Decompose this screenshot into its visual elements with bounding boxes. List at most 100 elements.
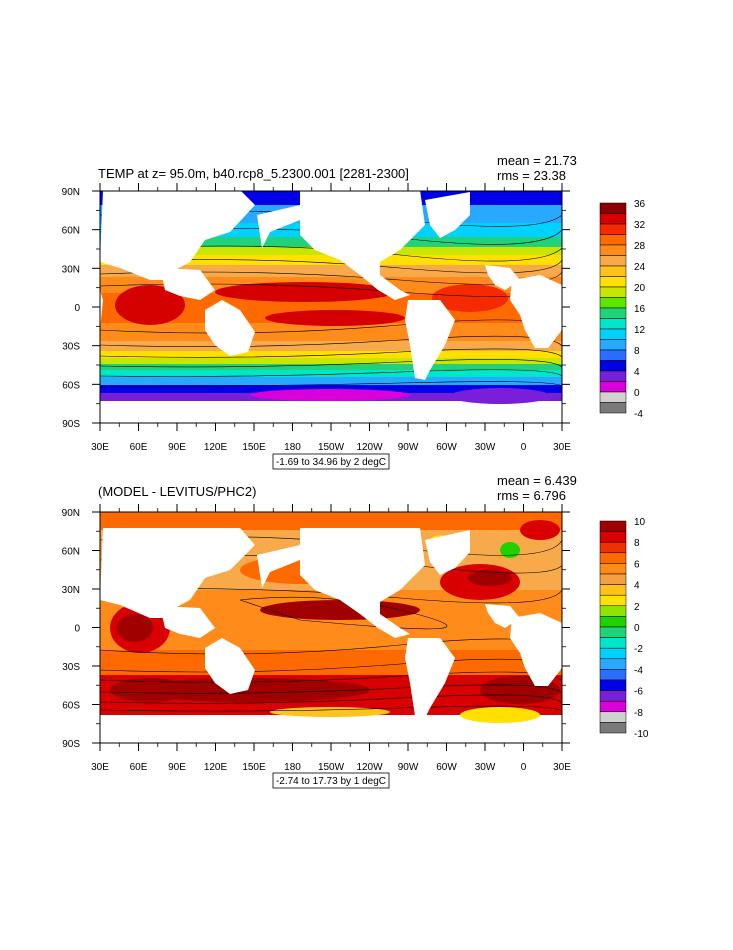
- temp-map-field: [100, 191, 562, 423]
- lat-tick-label: 30N: [62, 264, 80, 275]
- lon-tick-label: 30E: [553, 442, 571, 453]
- colorbar-label: 32: [634, 220, 646, 231]
- lon-tick-label: 90E: [168, 442, 186, 453]
- colorbar-swatch: [599, 202, 627, 214]
- diff-contour-info: -2.74 to 17.73 by 1 degC: [276, 776, 386, 787]
- colorbar-swatch: [599, 594, 627, 607]
- diff-colorbar: 10 8 6 4 2 0 -2 -4 -6 -8 -10: [599, 517, 649, 740]
- temp-lat-axis: 90N 60N 30N 0 30S 60S 90S: [62, 187, 81, 430]
- colorbar-swatch: [599, 573, 627, 585]
- colorbar-label: 16: [634, 304, 646, 315]
- lon-tick-label: 150E: [242, 442, 266, 453]
- colorbar-swatch: [599, 255, 627, 267]
- lat-tick-label: 90N: [62, 508, 80, 519]
- colorbar-label: 8: [634, 346, 640, 357]
- colorbar-swatch: [599, 690, 627, 702]
- lon-tick-label: 120W: [356, 762, 383, 773]
- colorbar-label: 28: [634, 241, 646, 252]
- colorbar-swatch: [599, 360, 627, 372]
- colorbar-swatch: [599, 370, 627, 382]
- colorbar-swatch: [599, 531, 627, 543]
- colorbar-swatch: [599, 669, 627, 681]
- temp-panel: TEMP at z= 95.0m, b40.rcp8_5.2300.001 [2…: [62, 153, 646, 470]
- colorbar-swatch: [599, 234, 627, 246]
- colorbar-swatch: [599, 318, 627, 330]
- colorbar-label: 36: [634, 199, 646, 210]
- lon-tick-label: 90W: [398, 442, 419, 453]
- colorbar-swatch: [599, 541, 627, 554]
- temp-colorbar: 36 32 28 24 20 16 12 8 4 0 -4: [599, 199, 646, 420]
- lon-tick-label: 180: [284, 442, 301, 453]
- colorbar-swatch: [599, 520, 627, 532]
- colorbar-label: -8: [634, 708, 643, 719]
- lat-tick-label: 60S: [62, 701, 80, 712]
- lon-tick-label: 90W: [398, 762, 419, 773]
- colorbar-swatch: [599, 244, 627, 256]
- lon-tick-label: 60E: [130, 762, 148, 773]
- colorbar-swatch: [599, 286, 627, 298]
- colorbar-swatch: [599, 381, 627, 393]
- colorbar-swatch: [599, 402, 627, 414]
- lon-tick-label: 60W: [436, 442, 457, 453]
- colorbar-swatch: [599, 637, 627, 649]
- colorbar-label: 20: [634, 283, 646, 294]
- colorbar-label: 0: [634, 388, 640, 399]
- lon-tick-label: 150E: [242, 762, 266, 773]
- temp-mean: mean = 21.73: [497, 153, 577, 168]
- colorbar-swatch: [599, 339, 627, 351]
- lat-tick-label: 60N: [62, 226, 80, 237]
- lon-tick-label: 120E: [204, 442, 228, 453]
- colorbar-swatch: [599, 349, 627, 361]
- colorbar-swatch: [599, 297, 627, 309]
- colorbar-label: 10: [634, 517, 646, 528]
- colorbar-swatch: [599, 391, 627, 403]
- colorbar-label: -4: [634, 665, 643, 676]
- colorbar-swatch: [599, 722, 627, 734]
- colorbar-swatch: [599, 626, 627, 638]
- lon-tick-label: 60W: [436, 762, 457, 773]
- colorbar-label: 12: [634, 325, 646, 336]
- lon-tick-label: 120W: [356, 442, 383, 453]
- colorbar-swatch: [599, 584, 627, 596]
- colorbar-label: 24: [634, 262, 646, 273]
- colorbar-label: 4: [634, 581, 640, 592]
- lat-tick-label: 60N: [62, 547, 80, 558]
- lon-tick-label: 90E: [168, 762, 186, 773]
- lat-tick-label: 90N: [62, 187, 80, 198]
- colorbar-swatch: [599, 563, 627, 575]
- colorbar-label: -4: [634, 409, 643, 420]
- lon-tick-label: 30E: [91, 762, 109, 773]
- colorbar-swatch: [599, 679, 627, 691]
- lon-tick-label: 30E: [91, 442, 109, 453]
- temp-lon-axis: 30E 60E 90E 120E 150E 180 150W 120W 90W 60W 30W 0 30…: [91, 442, 571, 453]
- lat-tick-label: 60S: [62, 380, 80, 391]
- diff-map-field: [100, 512, 562, 743]
- lat-tick-label: 30S: [62, 662, 80, 673]
- lon-tick-label: 30W: [475, 442, 496, 453]
- colorbar-label: -2: [634, 644, 643, 655]
- diff-mean: mean = 6.439: [497, 473, 577, 488]
- lon-tick-label: 30E: [553, 762, 571, 773]
- diff-lat-axis: 90N 60N 30N 0 30S 60S 90S: [62, 508, 81, 750]
- lon-tick-label: 60E: [130, 442, 148, 453]
- diff-panel: (MODEL - LEVITUS/PHC2) mean = 6.439 rms …: [62, 473, 649, 789]
- colorbar-label: 0: [634, 623, 640, 634]
- lat-tick-label: 0: [74, 303, 80, 314]
- colorbar-swatch: [599, 711, 627, 723]
- colorbar-label: 2: [634, 602, 640, 613]
- lon-tick-label: 120E: [204, 762, 228, 773]
- lon-tick-label: 150W: [318, 442, 345, 453]
- colorbar-label: -6: [634, 687, 643, 698]
- lon-tick-label: 30W: [475, 762, 496, 773]
- colorbar-swatch: [599, 276, 627, 288]
- colorbar-label: 6: [634, 559, 640, 570]
- lat-tick-label: 0: [74, 624, 80, 635]
- diff-lon-axis: 30E 60E 90E 120E 150E 180 150W 120W 90W 60W 30W 0 30…: [91, 762, 571, 773]
- lat-tick-label: 30S: [62, 342, 80, 353]
- diff-title: (MODEL - LEVITUS/PHC2): [98, 484, 256, 499]
- colorbar-swatch: [599, 647, 627, 660]
- colorbar-swatch: [599, 700, 627, 713]
- lon-tick-label: 0: [521, 762, 527, 773]
- temp-contour-info: -1.69 to 34.96 by 2 degC: [276, 457, 386, 468]
